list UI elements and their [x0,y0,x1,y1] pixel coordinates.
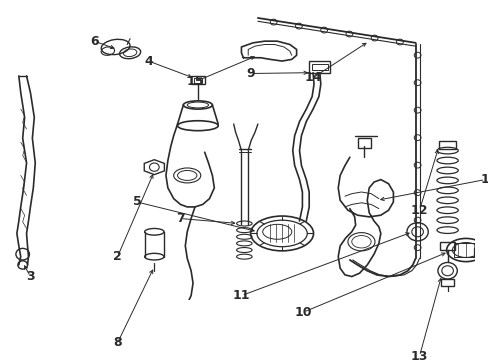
Text: 2: 2 [113,250,122,263]
Text: 5: 5 [132,195,141,208]
Text: 13: 13 [410,350,427,360]
Bar [311,64,327,70]
Bar [438,141,455,149]
Text: 6: 6 [90,35,99,48]
Bar [194,78,202,82]
Text: 4: 4 [144,55,153,68]
Bar [439,242,454,250]
Text: 9: 9 [246,67,255,80]
Text: 15: 15 [186,75,203,88]
Text: 7: 7 [176,212,184,225]
Text: 14: 14 [304,71,321,84]
Text: 3: 3 [26,270,35,283]
Bar [473,248,485,257]
Text: 8: 8 [113,336,122,349]
Text: 12: 12 [410,204,427,217]
Bar [453,243,477,257]
Bar [191,76,204,84]
Bar [440,279,453,286]
Text: 11: 11 [232,289,250,302]
Bar [308,61,330,73]
Text: 10: 10 [294,306,311,319]
Text: 1: 1 [480,173,488,186]
Bar [357,138,370,148]
